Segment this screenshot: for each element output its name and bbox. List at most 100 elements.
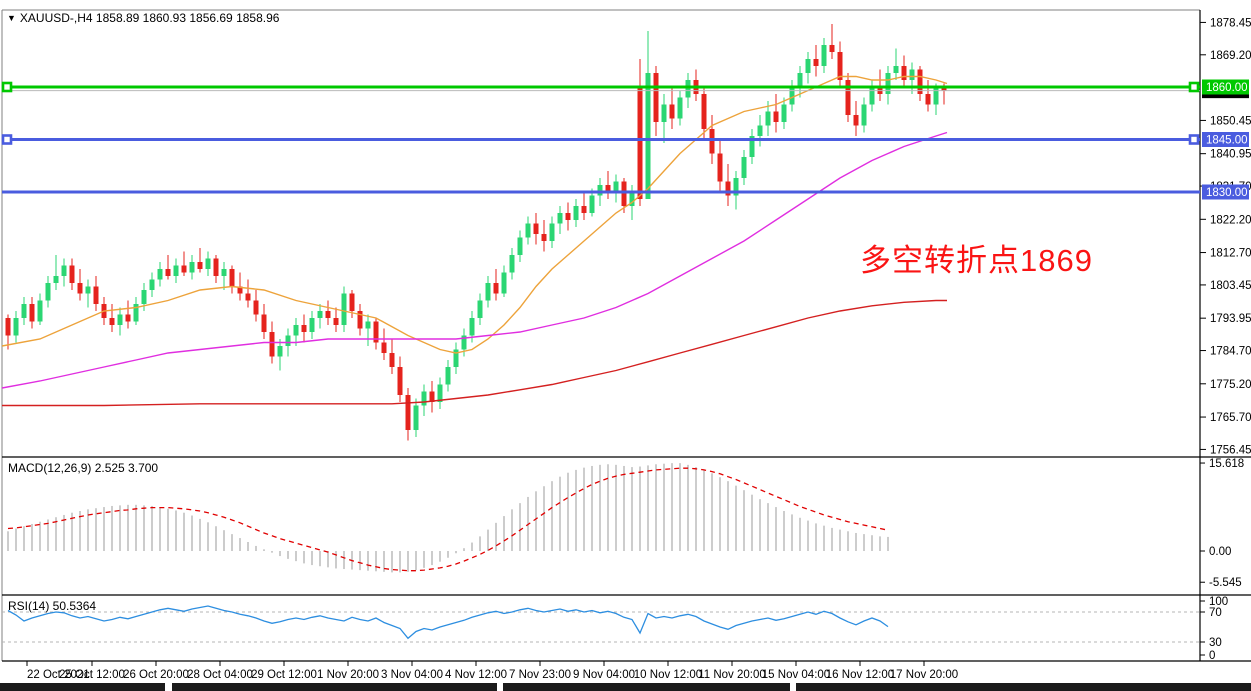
candle-bull [341,293,347,325]
symbol-dropdown-icon[interactable]: ▼ [7,13,16,23]
candle-bear [829,45,835,52]
candle-bull [525,223,531,238]
candle-bull [869,87,875,105]
candle-bull [501,272,507,294]
candle-bear [405,395,411,430]
candle-bear [701,94,707,129]
hline-1830-badge-text: 1830.00 [1206,187,1248,199]
ma-slow-darkred [2,299,947,407]
candle-bear [725,181,731,196]
hline-1845-badge[interactable] [1202,132,1249,147]
candle-bull [61,265,67,276]
candle-bear [621,181,627,206]
candle-bear [837,52,843,80]
price-tick-label: 1775.20 [1210,379,1251,391]
candle-bear [125,314,131,322]
hline-1845-marker[interactable] [1,134,13,145]
candle-bull [613,181,619,192]
price-tick-label: 1878.45 [1210,17,1251,29]
candle-bull [157,269,163,280]
candle-bull [789,87,795,105]
candle-bull [413,405,419,430]
price-axis[interactable]: 1878.451869.201850.451840.951831.701822.… [1200,17,1251,456]
taskbar-strip [0,683,1251,691]
price-tick-label: 1850.45 [1210,115,1251,127]
candle-bull [13,318,19,336]
taskbar-gap [497,683,503,691]
candle-bear [925,94,931,105]
candle-bull [741,157,747,178]
candlesticks [5,24,947,441]
candle-bull [733,178,739,196]
time-tick-label: 28 Oct 04:00 [187,669,253,681]
candle-bear [333,318,339,325]
macd-signal-line [7,467,889,572]
candle-bear [357,311,363,329]
time-tick-label: 15 Nov 04:00 [762,669,830,681]
candle-bull [661,104,667,122]
price-tick-label: 1793.95 [1210,313,1251,325]
candle-bear [581,206,587,213]
hline-1860-marker[interactable] [1188,81,1200,93]
candle-bull [549,223,555,241]
candle-bull [509,255,515,273]
time-tick-label: 17 Nov 20:00 [890,669,958,681]
candle-bull [189,262,195,273]
candle-bull [421,391,427,406]
horizontal-lines[interactable] [1,81,1200,194]
candle-bull [909,69,915,80]
candle-bull [221,269,227,276]
candle-bear [397,367,403,395]
candle-bull [85,286,91,294]
candle-bear [853,115,859,126]
candle-bear [253,300,259,315]
candle-bull [149,279,155,290]
hline-1830-badge[interactable] [1202,184,1249,200]
candle-bull [205,258,211,269]
hline-1860-badge[interactable] [1202,79,1249,95]
ma-mid-magenta [1,131,948,389]
candle-bear [717,153,723,182]
hline-1845-marker[interactable] [1188,134,1200,145]
candle-bull [133,304,139,322]
price-tick-label: 1765.70 [1210,412,1251,424]
candle-bull [749,136,755,157]
price-tick-label: 1840.95 [1210,149,1251,161]
time-tick-label: 4 Nov 12:00 [445,669,507,681]
rsi-axis-label: 30 [1209,637,1222,649]
candle-bear [93,286,99,304]
hline-1860-marker[interactable] [1,81,13,93]
candle-bull [37,300,43,322]
candle-bull [277,346,283,357]
price-tick-label: 1812.70 [1210,248,1251,260]
candle-bull [933,87,939,105]
taskbar-gap [790,683,796,691]
candle-bull [797,73,803,87]
candle-bull [485,283,491,301]
candle-bear [269,332,275,357]
rsi-axis-label: 100 [1209,596,1228,608]
candle-bull [685,80,691,98]
candle-bear [373,321,379,343]
candle-bull [629,192,635,206]
time-tick-label: 26 Oct 20:00 [123,669,189,681]
candle-bear [917,69,923,94]
macd-axis-label: 0.00 [1209,546,1231,558]
candle-bear [669,104,675,119]
trend-annotation-text[interactable]: 多空转折点1869 [860,243,1093,278]
symbol-header[interactable]: ▼ XAUUSD-,H4 1858.89 1860.93 1856.69 1858… [7,11,279,25]
candle-bull [573,206,579,220]
candle-bear [901,66,907,80]
time-tick-label: 11 Nov 20:00 [698,669,766,681]
candle-bear [493,283,499,294]
candle-bull [53,276,59,283]
time-tick-label: 1 Nov 20:00 [317,669,379,681]
time-tick-label: 29 Oct 12:00 [251,669,317,681]
candle-bear [349,293,355,311]
macd-panel: 15.618 0.00 -5.545 [7,458,1244,589]
candle-bull [453,349,459,367]
candle-bull [765,111,771,126]
